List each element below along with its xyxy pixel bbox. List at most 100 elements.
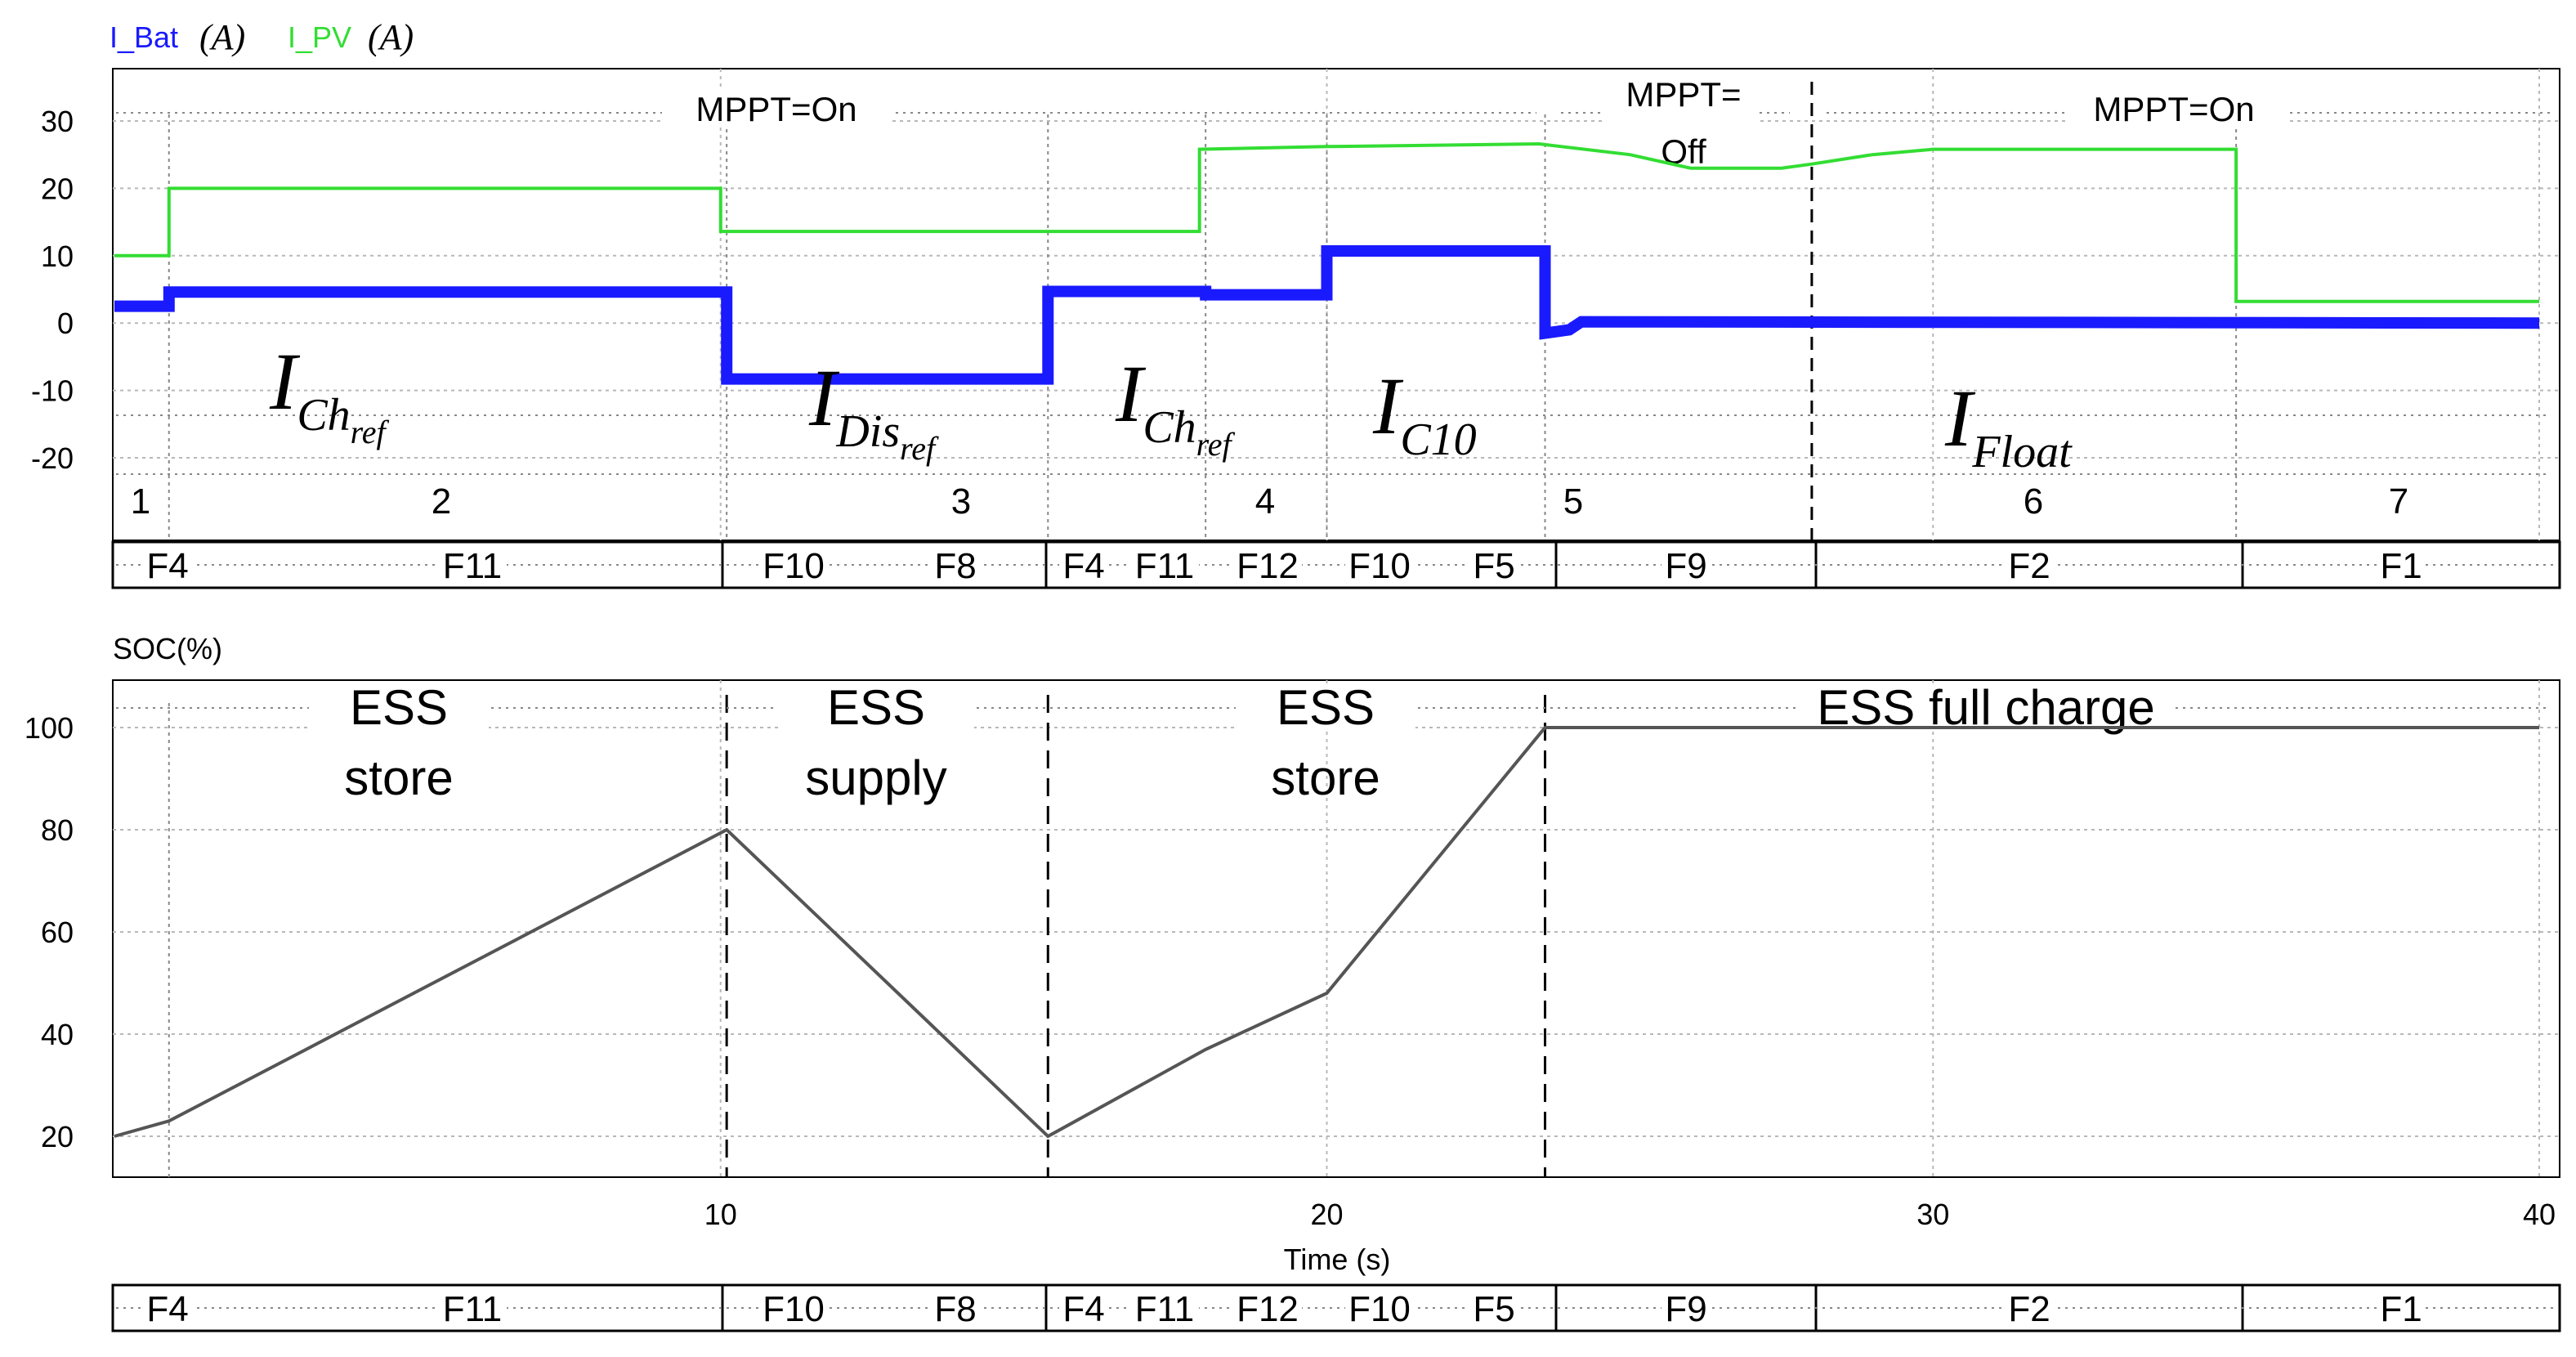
mode-label: F10 [1348,1289,1411,1329]
x-axis-label: Time (s) [1284,1243,1391,1276]
soc-chart-frame [112,679,2560,1178]
interval-label-bg [941,481,981,518]
mode-label-bg [931,1288,980,1328]
phase-label: ESS [350,680,448,735]
mode-label-bg [2377,545,2426,584]
soc-series-line [114,726,2539,1139]
mppt-label: MPPT= [1626,75,1741,114]
current-chart-interval-labels: 1 2 3 4 5 6 7 [121,481,2418,522]
legend-ibat-unit: (A) [199,17,245,57]
mode-label-bg [1233,545,1302,584]
mode-label-bg [1469,1288,1518,1328]
phase-label: ESS [1277,680,1375,735]
mode-label-bg [1059,545,1108,584]
ipv-series-line [114,141,2539,303]
phase-label: supply [805,750,946,805]
phase-label: ESS [827,680,925,735]
mode-label: F11 [1135,546,1195,586]
phase-label-bg [309,685,489,731]
mppt-label: MPPT=On [695,90,856,128]
mode-label-bg [2005,1288,2054,1328]
soc-chart-mode-bar: F4 F11 F10 F8 F4 F11 F12 F10 F5 F9 F2 F1 [111,1283,2561,1332]
mode-label-bg [143,545,192,584]
mode-label: F8 [934,546,976,586]
mode-label-bg [1130,545,1199,584]
current-reference-label: IDisref [808,352,939,467]
y-tick-label: 20 [41,1120,74,1153]
mode-label-bg [1059,1288,1108,1328]
mode-label: F10 [763,1289,825,1329]
legend-ipv-label: I_PV [288,20,351,54]
y-tick-label: 40 [41,1018,74,1051]
mode-label-bg [2005,545,2054,584]
current-chart-grid [113,69,2560,540]
current-reference-label: IC10 [1372,361,1477,465]
soc-chart-series [114,726,2539,1139]
legend-ipv-unit: (A) [368,17,414,57]
phase-label: ESS full charge [1817,680,2155,735]
current-chart-mode-bar: F4 F11 F10 F8 F4 F11 F12 F10 F5 F9 F2 F1 [111,540,2561,589]
x-tick-label: 40 [2523,1198,2556,1231]
mode-label-bg [759,1288,828,1328]
soc-chart-annotations: ESS store ESS supply ESS store ESS full charge [116,680,2550,1177]
current-chart-y-ticks: 30 20 10 0 -10 -20 [31,105,74,475]
mode-label: F4 [146,1289,188,1329]
soc-chart: SOC(%) 100 80 60 40 20 10 20 30 40 ESS store ESS su… [25,632,2561,1332]
mode-label-bg [759,545,828,584]
phase-label: store [1271,750,1380,805]
current-chart-frame [112,68,2560,541]
y-tick-label: 20 [41,172,74,205]
mode-label: F9 [1665,1289,1706,1329]
interval-label-bg [2014,481,2053,518]
y-tick-label: 80 [41,813,74,847]
interval-label-bg [1246,481,1285,518]
mppt-label: MPPT=On [2093,90,2254,128]
mppt-label-bg [1602,75,1757,165]
mode-label-bg [143,1288,192,1328]
phase-label-bg [1798,685,2174,731]
mode-label-bg [1661,545,1711,584]
soc-y-label: SOC(%) [113,632,222,665]
soc-chart-ticks: 100 80 60 40 20 10 20 30 40 [25,711,2556,1231]
mppt-label-bg [662,88,891,128]
mode-label: F2 [2008,1289,2050,1329]
interval-label-bg [422,481,461,518]
y-tick-label: 60 [41,916,74,949]
mode-label: F1 [2380,546,2422,586]
mode-label: F12 [1237,1289,1299,1329]
legend: I_Bat (A) I_PV (A) [110,17,414,57]
mppt-label-bg [2068,88,2288,128]
ibat-series-line [114,245,2540,385]
interval-label: 4 [1255,481,1275,522]
mode-label-bg [438,545,507,584]
interval-label: 3 [951,481,971,522]
mode-label-bg [1345,1288,1414,1328]
mode-label: F4 [1062,1289,1104,1329]
y-tick-label: 0 [57,307,74,340]
y-tick-label: 100 [25,711,74,745]
interval-label: 2 [432,481,451,522]
interval-label: 6 [2024,481,2043,522]
interval-label: 5 [1563,481,1583,522]
mode-label: F12 [1237,546,1299,586]
mode-label-bg [1345,545,1414,584]
mode-label: F11 [443,1289,503,1329]
y-tick-label: -10 [31,374,74,408]
phase-label-bg [778,685,974,731]
mode-label: F8 [934,1289,976,1329]
y-tick-label: 30 [41,105,74,138]
interval-label: 7 [2389,481,2408,522]
mode-label-bg [1661,1288,1711,1328]
y-tick-label: 10 [41,240,74,273]
mode-label-bg [931,545,980,584]
mode-label-bg [1130,1288,1199,1328]
phase-label-bg [1236,685,1415,731]
mode-label: F9 [1665,546,1706,586]
mode-label: F4 [1062,546,1104,586]
current-reference-label: IChref [269,336,390,450]
x-tick-label: 10 [704,1198,737,1231]
interval-label-bg [1554,481,1593,518]
mode-label-bg [438,1288,507,1328]
